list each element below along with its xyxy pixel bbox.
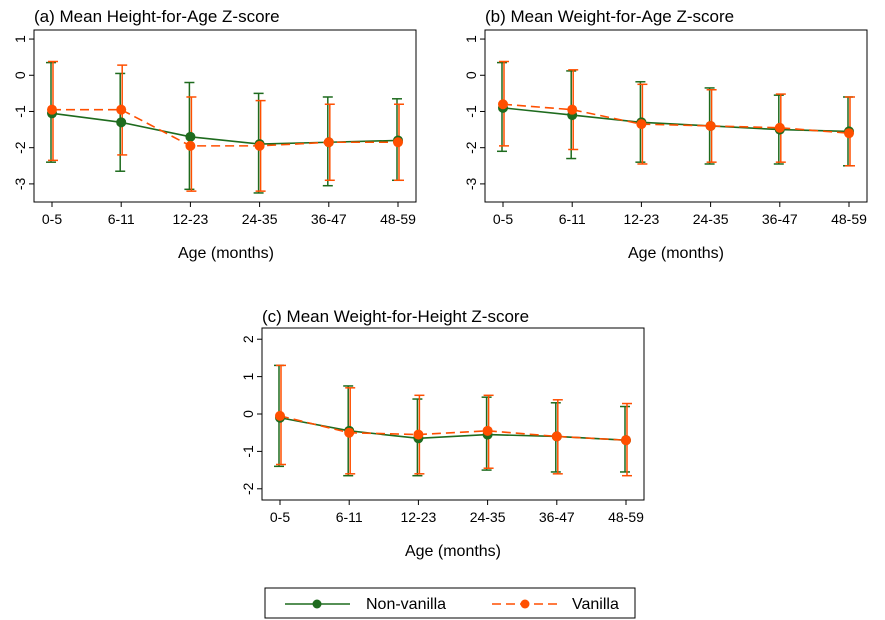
panel-a-xtick-label: 12-23 <box>172 211 208 227</box>
panel-b-ytick-label: 1 <box>463 35 479 43</box>
panel-a-x-axis-label: Age (months) <box>178 245 274 262</box>
panel-b-marks <box>497 60 855 167</box>
panel-c-xtick-label: 24-35 <box>470 509 506 525</box>
panel-c-xtick-label: 6-11 <box>336 509 363 525</box>
panel-b-title: (b) Mean Weight-for-Age Z-score <box>485 7 734 26</box>
panel-b-vanilla-point <box>636 119 647 130</box>
panel-b-ytick-label: 0 <box>463 71 479 79</box>
panel-c-marks <box>274 364 632 477</box>
panel-a-ticks: 1 0 -1 -2 -3 0-5 6-11 12-23 24-35 36-47 48-59 <box>12 35 416 227</box>
panel-a-ytick-label: 1 <box>12 35 28 43</box>
panel-c-vanilla-point <box>344 427 355 438</box>
panel-c-ytick-label: -2 <box>240 482 256 495</box>
panel-b-xtick-label: 24-35 <box>693 211 729 227</box>
panel-a-xtick-label: 48-59 <box>380 211 416 227</box>
panel-a-marks <box>46 60 404 194</box>
panel-b-vanilla-point <box>567 104 578 115</box>
panel-weight-for-height: (c) Mean Weight-for-Height Z-score Age (… <box>240 307 645 560</box>
panel-b-plot-area <box>484 29 868 203</box>
panel-height-for-age: (a) Mean Height-for-Age Z-score Age (mon… <box>12 7 417 262</box>
panel-c-x-axis-label: Age (months) <box>405 543 501 560</box>
panel-c-xtick-label: 48-59 <box>608 509 644 525</box>
panel-c-nonvanilla-line <box>279 416 627 441</box>
panel-a-nonvanilla-point <box>185 131 196 142</box>
panel-b-x-axis-label: Age (months) <box>628 245 724 262</box>
panel-a-plot-area <box>33 29 417 203</box>
panel-c-vanilla-point <box>275 410 285 421</box>
panel-b-ytick-label: -3 <box>463 177 479 190</box>
panel-b-vanilla-point <box>844 128 854 139</box>
panel-c-xtick-label: 12-23 <box>400 509 436 525</box>
legend-vanilla-label: Vanilla <box>572 596 619 613</box>
panel-a-xtick-label: 24-35 <box>242 211 278 227</box>
panel-c-xtick-label: 0-5 <box>270 509 290 525</box>
panel-b-xtick-label: 36-47 <box>762 211 798 227</box>
panel-c-ytick-label: 0 <box>240 410 256 418</box>
panel-c-vanilla-point <box>413 429 424 440</box>
panel-b-xtick-label: 48-59 <box>831 211 867 227</box>
panel-c-vanilla-line <box>279 415 627 441</box>
panel-b-vanilla-line <box>502 103 850 134</box>
panel-a-ytick-label: 0 <box>12 71 28 79</box>
panel-a-nonvanilla-line <box>51 112 399 145</box>
legend-box <box>264 587 636 619</box>
panel-a-ytick-label: -1 <box>12 105 28 118</box>
panel-a-vanilla-point <box>323 137 334 148</box>
panel-b-ticks: 1 0 -1 -2 -3 0-5 6-11 12-23 24-35 36-47 48-59 <box>463 35 867 227</box>
panel-a-xtick-label: 36-47 <box>311 211 347 227</box>
panel-a-nonvanilla-point <box>116 117 127 128</box>
panel-b-vanilla-point <box>774 122 785 133</box>
legend-vanilla-marker <box>520 599 530 609</box>
panel-c-vanilla-point <box>551 431 562 442</box>
panel-b-xtick-label: 0-5 <box>493 211 513 227</box>
panel-c-ticks: 2 1 0 -1 -2 0-5 6-11 12-23 24-35 36-47 48-59 <box>240 335 644 525</box>
panel-b-ytick-label: -2 <box>463 141 479 154</box>
panel-a-title: (a) Mean Height-for-Age Z-score <box>34 7 280 26</box>
panel-b-xtick-label: 12-23 <box>623 211 659 227</box>
panel-c-plot-area <box>261 327 645 501</box>
panel-a-xtick-label: 0-5 <box>42 211 62 227</box>
panel-b-xtick-label: 6-11 <box>559 211 586 227</box>
panel-a-vanilla-point <box>116 104 127 115</box>
panel-c-xtick-label: 36-47 <box>539 509 575 525</box>
panel-weight-for-age: (b) Mean Weight-for-Age Z-score Age (mon… <box>463 7 868 262</box>
legend: Non-vanilla Vanilla <box>264 587 636 619</box>
panel-b-vanilla-point <box>705 120 716 131</box>
panel-c-vanilla-point <box>621 435 631 446</box>
panel-c-title: (c) Mean Weight-for-Height Z-score <box>262 307 529 326</box>
panel-b-nonvanilla-line <box>502 107 850 133</box>
panel-a-vanilla-point <box>185 140 196 151</box>
panel-c-ytick-label: 1 <box>240 373 256 381</box>
panel-b-vanilla-point <box>498 99 508 110</box>
panel-c-ytick-label: -1 <box>240 445 256 458</box>
panel-b-ytick-label: -1 <box>463 105 479 118</box>
legend-nonvanilla-marker <box>312 599 322 609</box>
panel-a-vanilla-point <box>254 140 265 151</box>
panel-a-vanilla-point <box>393 137 403 148</box>
panel-c-vanilla-point <box>482 425 493 436</box>
legend-nonvanilla-label: Non-vanilla <box>366 596 446 613</box>
panel-a-vanilla-line <box>52 108 398 147</box>
panel-a-xtick-label: 6-11 <box>108 211 135 227</box>
panel-a-ytick-label: -2 <box>12 141 28 154</box>
panel-a-vanilla-point <box>47 104 57 115</box>
panel-a-ytick-label: -3 <box>12 177 28 190</box>
panel-c-ytick-label: 2 <box>240 335 256 343</box>
